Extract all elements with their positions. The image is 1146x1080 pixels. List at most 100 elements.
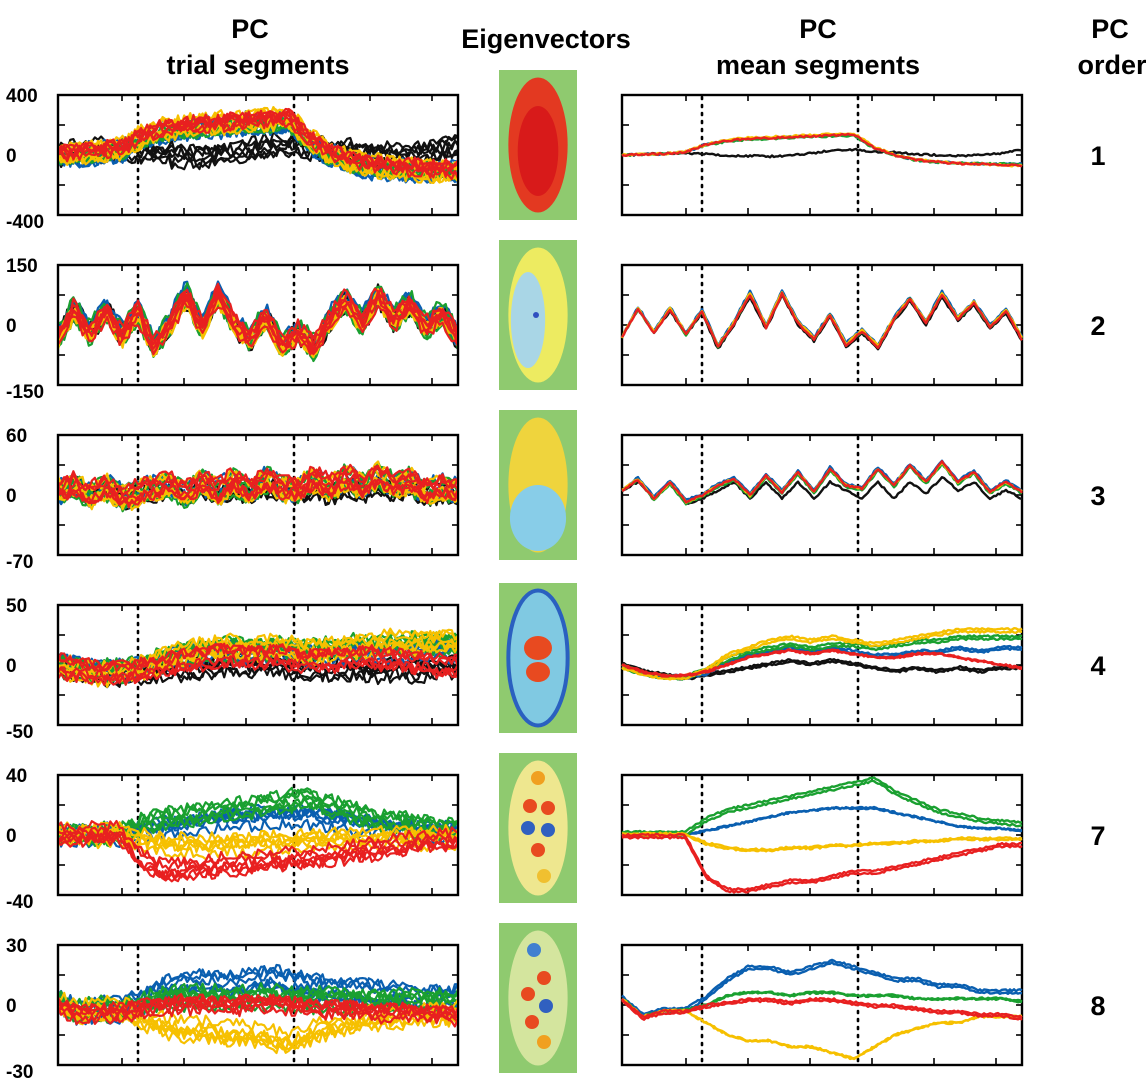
eigenvector-pc3 (499, 410, 577, 560)
trial-traces-pc3 (59, 460, 457, 513)
mean-pc3-frame (620, 433, 1024, 557)
embryo-spot-pc7-0 (531, 771, 545, 785)
embryo-spot-pc7-5 (531, 843, 545, 857)
trial-pc2-ylabel-1: 0 (6, 316, 17, 337)
mean-panel-pc8 (620, 943, 1024, 1067)
pc-rows: 4000-40011500-1502600-703500-504400-4073… (6, 70, 1106, 1080)
trial-trace-pc1-red-4 (59, 117, 457, 181)
trial-panel-pc7: 40 0 -40 (6, 766, 460, 913)
pc-order-label-8: 8 (1090, 991, 1105, 1021)
trial-pc2-ylabel-0: 150 (6, 256, 38, 277)
trial-traces-pc4 (59, 627, 457, 689)
embryo-shape-pc7 (508, 760, 568, 896)
embryo-shape-pc8 (508, 930, 568, 1066)
pc-order-label-1: 1 (1090, 141, 1105, 171)
trial-header-line2: trial segments (166, 50, 349, 80)
trial-trace-pc8-red-3 (59, 999, 457, 1024)
pc-row-2: 150 0 -150 2 (6, 240, 1106, 403)
embryo-spot-pc8-3 (539, 999, 553, 1013)
trial-panel-pc8: 30 0 -30 (6, 936, 460, 1080)
pc-row-1: 400 0 -400 1 (6, 70, 1106, 233)
trial-traces-pc2 (59, 280, 457, 363)
trial-panel-pc1: 400 0 -400 (6, 86, 460, 233)
trial-pc8-ylabel-2: -30 (6, 1062, 33, 1080)
trial-pc2-ylabel-2: -150 (6, 382, 44, 403)
trial-panel-pc4: 50 0 -50 (6, 596, 460, 743)
embryo-spot-pc7-3 (521, 821, 535, 835)
embryo-spot-pc7-1 (523, 799, 537, 813)
pc-row-7: 40 0 -40 7 (6, 753, 1106, 913)
mean-trace-pc4-red-1 (621, 648, 1023, 678)
trial-trace-pc4-red-5 (59, 642, 457, 672)
pc-row-3: 60 0 -70 3 (6, 410, 1106, 573)
order-header-line1: PC (1091, 14, 1129, 44)
mean-pc1-frame (620, 93, 1024, 217)
trial-trace-pc8-red-5 (59, 993, 457, 1017)
trial-trace-pc3-red-3 (59, 478, 457, 504)
embryo-spot-pc7-2 (541, 801, 555, 815)
trial-trace-pc1-red-5 (59, 107, 457, 171)
trial-trace-pc2-red-4 (59, 300, 457, 356)
eigenvector-pc4 (499, 583, 577, 733)
trial-trace-pc7-red-2 (59, 830, 457, 880)
trial-pc3-ylabel-2: -70 (6, 552, 33, 573)
trial-trace-pc4-yellow-4 (59, 638, 457, 684)
mean-trace-pc7-green-0 (621, 779, 1023, 838)
embryo-spot-pc7-4 (541, 823, 555, 837)
trial-traces-pc7 (59, 786, 457, 883)
mean-trace-pc7-yellow-1 (622, 831, 1023, 852)
pc-order-label-3: 3 (1090, 481, 1105, 511)
embryo-spot-pc8-0 (527, 943, 541, 957)
trial-panel-pc2: 150 0 -150 (6, 256, 460, 403)
mean-trace-pc7-red-1 (621, 835, 1023, 894)
mean-panel-pc4 (620, 603, 1024, 727)
trial-trace-pc1-red-0 (59, 111, 457, 172)
embryo-rim-pc4 (506, 588, 570, 728)
trial-pc7-ylabel-0: 40 (6, 766, 27, 787)
trial-pc3-ylabel-0: 60 (6, 426, 27, 447)
trial-pc4-ylabel-1: 0 (6, 656, 17, 677)
embryo-spot-pc8-2 (521, 987, 535, 1001)
mean-panel-pc3 (620, 433, 1024, 557)
trial-traces-pc8 (59, 963, 457, 1055)
mean-trace-pc1-black-0 (621, 147, 1023, 159)
mean-panel-pc1 (620, 93, 1024, 217)
mean-header-line2: mean segments (716, 50, 920, 80)
mean-pc4-frame (620, 603, 1024, 727)
trial-trace-pc7-red-3 (59, 834, 457, 883)
trial-pc4-ylabel-2: -50 (6, 722, 33, 743)
embryo-spot-pc2 (533, 312, 539, 318)
eigenvector-pc8 (499, 923, 577, 1073)
trial-trace-pc3-red-4 (59, 465, 457, 498)
mean-trace-pc8-green-1 (621, 990, 1023, 1018)
mean-panel-pc2 (620, 263, 1024, 387)
embryo-spot-pc8-4 (525, 1015, 539, 1029)
mean-header-line1: PC (799, 14, 837, 44)
trial-pc1-ylabel-0: 400 (6, 86, 38, 107)
order-header-line2: order (1077, 50, 1146, 80)
mean-trace-pc7-red-0 (621, 832, 1022, 892)
pc-row-4: 50 0 -50 4 (6, 583, 1106, 743)
trial-trace-pc2-red-5 (59, 288, 457, 354)
mean-trace-pc4-yellow-1 (621, 629, 1023, 681)
mean-trace-pc2-red-0 (621, 291, 1024, 350)
trial-pc7-ylabel-1: 0 (6, 826, 17, 847)
trial-trace-pc8-yellow-4 (59, 991, 457, 1039)
trial-pc1-ylabel-1: 0 (6, 146, 17, 167)
trial-pc8-ylabel-0: 30 (6, 936, 27, 957)
trial-pc4-ylabel-0: 50 (6, 596, 27, 617)
trial-panel-pc3: 60 0 -70 (6, 426, 460, 573)
trial-trace-pc7-red-4 (59, 829, 457, 880)
pc-row-8: 30 0 -30 8 (6, 923, 1106, 1080)
trial-pc3-ylabel-1: 0 (6, 486, 17, 507)
mean-trace-pc7-green-1 (621, 776, 1023, 834)
mean-trace-pc3-red-0 (621, 460, 1023, 504)
eigenvector-pc1 (499, 70, 577, 220)
trial-pc1-ylabel-2: -400 (6, 212, 44, 233)
mean-trace-pc8-blue-1 (621, 958, 1023, 1016)
mean-trace-pc8-red-1 (621, 998, 1023, 1021)
embryo-spot-a-pc4 (524, 636, 552, 660)
trial-trace-pc7-red-5 (59, 826, 457, 873)
embryo-spot-b-pc4 (526, 662, 550, 682)
trial-trace-pc2-red-2 (59, 282, 457, 347)
